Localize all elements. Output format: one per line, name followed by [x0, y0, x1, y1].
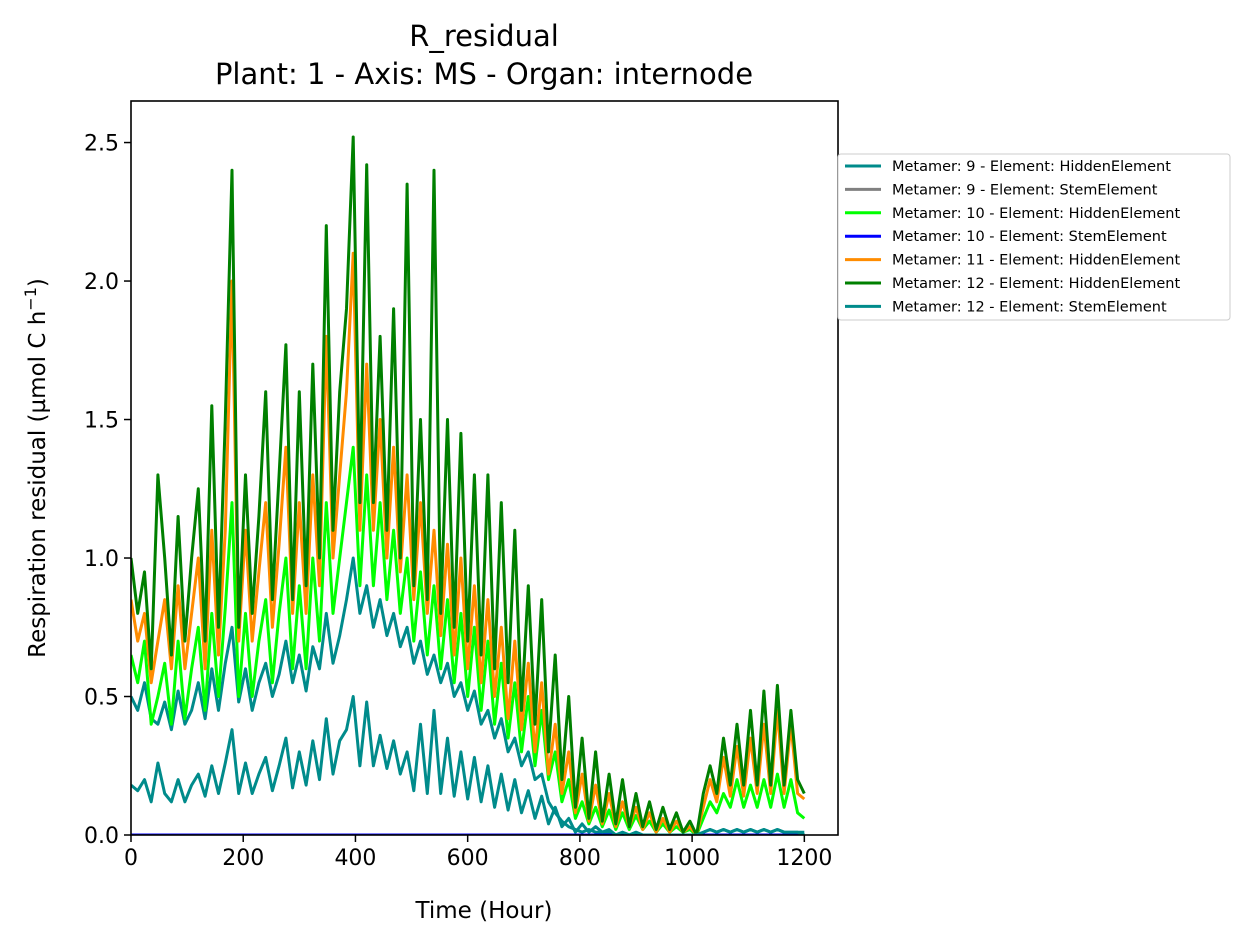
series-line-1 [131, 556, 805, 835]
y-tick-label: 0.5 [84, 686, 119, 711]
legend-label-1: Metamer: 9 - Element: HiddenElement [892, 159, 1171, 175]
legend-label-6: Metamer: 12 - Element: HiddenElement [892, 276, 1180, 292]
y-axis-label-main: Respiration residual (µmol C h [25, 311, 51, 658]
series-line-6 [131, 135, 806, 835]
series-line-5 [131, 251, 806, 835]
legend-label-4: Metamer: 10 - Element: StemElement [892, 229, 1167, 245]
chart-subtitle: Plant: 1 - Axis: MS - Organ: internode [215, 57, 753, 91]
y-axis-label: Respiration residual (µmol C h−1) [21, 278, 52, 658]
y-tick-label: 2.0 [84, 270, 119, 295]
legend-label-5: Metamer: 11 - Element: HiddenElement [892, 253, 1180, 269]
y-tick-label: 1.5 [84, 409, 119, 434]
y-axis-label-end: ) [25, 278, 51, 287]
legend-label-2: Metamer: 9 - Element: StemElement [892, 182, 1158, 198]
chart-title: R_residual [409, 19, 559, 53]
y-tick-label: 2.5 [84, 132, 119, 157]
legend-label-7: Metamer: 12 - Element: StemElement [892, 299, 1167, 315]
legend-label-3: Metamer: 10 - Element: HiddenElement [892, 206, 1180, 222]
x-tick-label: 1200 [776, 846, 832, 871]
axis-ticks: 0 200 400 600 800 1000 1200 0.0 0.5 1.0 1.5 2.0 2.5 [84, 132, 832, 871]
x-tick-label: 200 [222, 846, 264, 871]
x-tick-label: 800 [559, 846, 601, 871]
series-line-7 [131, 695, 805, 835]
legend: Metamer: 9 - Element: HiddenElement Metam… [837, 153, 1231, 321]
legend-box [837, 153, 1231, 321]
legend-items: Metamer: 9 - Element: HiddenElement Metam… [845, 159, 1180, 315]
x-tick-label: 400 [334, 846, 376, 871]
x-tick-label: 1000 [664, 846, 720, 871]
y-tick-label: 0.0 [84, 824, 119, 849]
y-tick-label: 1.0 [84, 547, 119, 572]
x-tick-label: 0 [124, 846, 138, 871]
plot-frame [130, 100, 839, 836]
y-axis-label-superscript: −1 [21, 287, 40, 311]
x-tick-label: 600 [447, 846, 489, 871]
x-axis-label: Time (Hour) [415, 898, 553, 924]
series-layer [131, 135, 806, 835]
